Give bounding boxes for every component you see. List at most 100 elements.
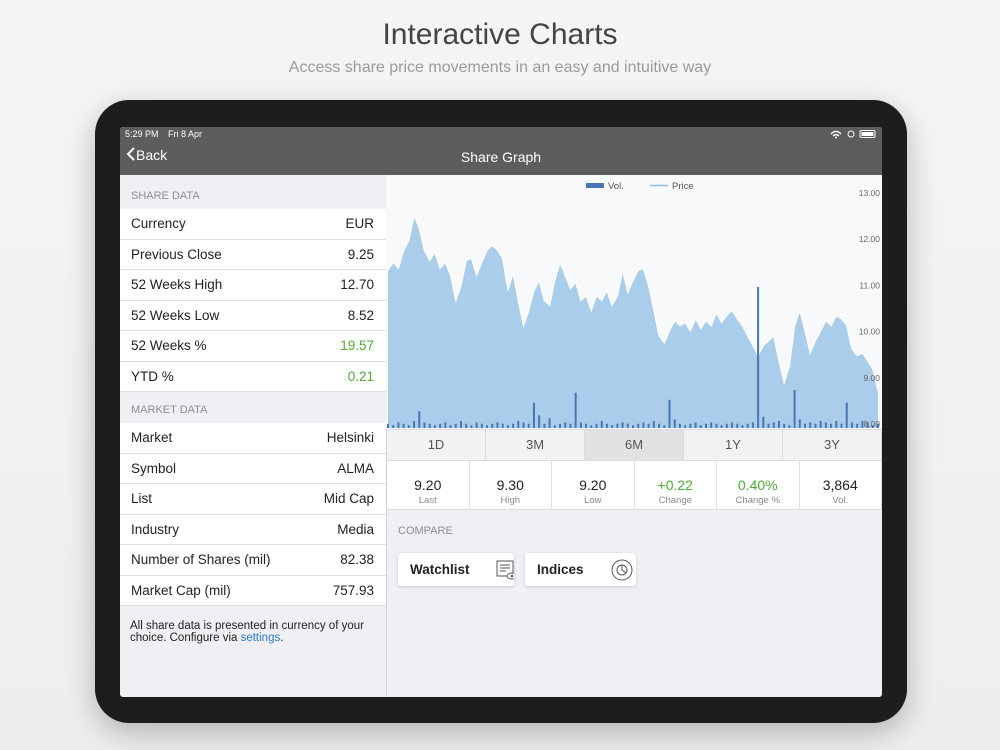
period-tab[interactable]: 6M (585, 430, 684, 460)
volume-bar (866, 422, 869, 428)
y-tick-label: 11.00 (859, 280, 880, 290)
volume-bar (548, 418, 551, 428)
market-data-list: Market Helsinki Symbol ALMA List Mid Cap Indus… (120, 423, 386, 606)
volume-bar (501, 423, 504, 428)
volume-bar (684, 425, 687, 428)
stats-row: 9.20 Last 9.30 High 9.20 Low +0.22 Change 0.40% C… (387, 460, 882, 510)
volume-bar (767, 423, 770, 428)
volume-bar (465, 423, 468, 428)
stat-value: +0.22 (657, 477, 693, 493)
volume-bar (407, 425, 410, 428)
period-tab[interactable]: 3M (486, 430, 585, 460)
back-chevron (126, 147, 135, 161)
row-value: 19.57 (340, 338, 374, 354)
volume-bar (480, 423, 483, 428)
volume-bar (616, 423, 619, 428)
watchlist-button[interactable]: Watchlist (398, 553, 514, 586)
volume-bar (397, 422, 400, 428)
stat-cell: 9.20 Low (552, 461, 635, 509)
volume-bar (590, 425, 593, 428)
stat-value: 3,864 (822, 477, 858, 493)
data-row: Number of Shares (mil) 82.38 (120, 545, 386, 576)
volume-bar (486, 425, 489, 428)
stat-label: Vol. (832, 495, 849, 506)
volume-bar (793, 389, 796, 428)
back-label: Back (136, 147, 168, 163)
volume-bar (564, 422, 567, 428)
volume-bar (663, 425, 666, 428)
volume-bar (600, 420, 603, 428)
status-icons (830, 130, 876, 139)
section-header: COMPARE (398, 525, 453, 537)
stat-value: 0.40% (737, 477, 778, 493)
stat-label: High (500, 495, 521, 506)
data-row: Symbol ALMA (120, 453, 386, 484)
stat-cell: 9.20 Last (387, 461, 470, 509)
volume-bar (673, 419, 676, 428)
stat-cell: 9.30 High (470, 461, 552, 509)
volume-bar (699, 425, 702, 428)
volume-bar (595, 423, 598, 428)
settings-link[interactable]: settings (240, 632, 281, 644)
volume-bar (830, 423, 833, 428)
row-label: YTD % (131, 368, 174, 384)
stat-label: Change (658, 495, 692, 506)
period-tabs: 1D 3M 6M 1Y 3Y (387, 429, 882, 460)
volume-bar (632, 425, 634, 428)
share-chart: 13.00 12.00 11.00 10.00 9.00 8.00 Vol. Price (386, 175, 882, 429)
stat-label: Low (584, 495, 602, 506)
volume-bar (647, 423, 650, 428)
volume-bar (387, 423, 389, 428)
price-area (388, 215, 878, 428)
row-label: 52 Weeks % (131, 338, 207, 354)
row-label: Previous Close (131, 246, 222, 262)
volume-bar (626, 423, 629, 428)
volume-bar (444, 422, 447, 428)
y-tick-label: 8.00 (863, 419, 880, 429)
volume-bar (574, 392, 577, 428)
period-tab[interactable]: 3Y (783, 430, 882, 460)
volume-bar (579, 422, 582, 428)
volume-bar (543, 423, 546, 428)
row-value: Helsinki (326, 430, 374, 446)
legend-swatch (586, 183, 604, 188)
volume-bar (814, 423, 817, 428)
volume-bar (611, 425, 614, 428)
volume-bar (522, 422, 525, 428)
volume-bar (642, 422, 645, 428)
data-row: 52 Weeks Low 8.52 (120, 300, 386, 331)
volume-bar (850, 422, 853, 428)
footnote-text: All share data is presented in currency … (130, 620, 364, 644)
volume-bar (798, 419, 801, 428)
data-row: Previous Close 9.25 (120, 239, 386, 270)
data-row: Industry Media (120, 514, 386, 545)
row-value: 757.93 (332, 582, 374, 598)
button-label: Watchlist (410, 562, 470, 577)
stat-value: 9.20 (414, 477, 442, 493)
volume-bar (678, 423, 681, 428)
row-value: 9.25 (347, 246, 374, 262)
volume-bar (605, 423, 608, 428)
volume-bar (621, 422, 624, 428)
status-date: Fri 8 Apr (168, 129, 203, 139)
period-tab[interactable]: 1Y (684, 430, 783, 460)
volume-bar (532, 402, 535, 428)
row-value: Media (337, 521, 374, 537)
volume-bar (652, 420, 655, 428)
stat-cell: 0.40% Change % (717, 461, 800, 509)
row-value: 0.21 (347, 368, 374, 384)
back-button[interactable]: Back (126, 147, 167, 163)
row-value: 8.52 (347, 307, 374, 323)
row-value: Mid Cap (323, 491, 374, 507)
period-tab[interactable]: 1D (387, 430, 486, 460)
volume-bar (668, 399, 671, 428)
volume-bar (871, 425, 874, 428)
stat-value: 9.30 (496, 477, 524, 493)
volume-bar (751, 422, 754, 428)
indices-button[interactable]: Indices (525, 553, 636, 586)
data-row: Market Helsinki (120, 423, 386, 454)
stat-label: Last (418, 495, 437, 506)
volume-bar (715, 423, 718, 428)
legend-label: Price (672, 181, 694, 192)
volume-bar (694, 422, 697, 428)
